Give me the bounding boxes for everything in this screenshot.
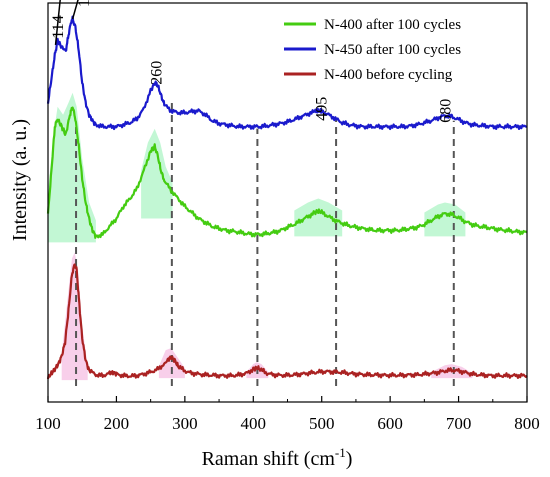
annotation-label-2: 260 <box>149 61 166 85</box>
legend-label-0: N-400 after 100 cycles <box>324 17 461 33</box>
x-axis-label: Raman shift (cm-1) <box>202 445 353 470</box>
x-tick-label-3: 400 <box>241 414 267 433</box>
annotation-arrow-0 <box>54 0 61 45</box>
x-tick-label-5: 600 <box>377 414 403 433</box>
y-axis-label: Intensity (a. u.) <box>9 119 31 241</box>
legend-label-1: N-450 after 100 cycles <box>324 42 461 58</box>
series-line-2 <box>46 263 528 380</box>
plot-frame <box>47 2 528 403</box>
x-tick-label-0: 100 <box>35 414 61 433</box>
shading-region-3 <box>424 202 466 237</box>
shading-region-1 <box>141 128 173 219</box>
annotation-label-0: 114 <box>50 15 67 38</box>
x-tick-label-7: 800 <box>514 414 540 433</box>
axis-ticks: 100 200 300 400 500 600 700 800 <box>35 396 540 433</box>
x-tick-label-4: 500 <box>309 414 335 433</box>
x-tick-label-2: 300 <box>172 414 198 433</box>
x-tick-label-6: 700 <box>446 414 472 433</box>
shading-region-5 <box>158 348 185 379</box>
annotation-label-3: 495 <box>314 97 331 121</box>
series-line-1 <box>46 15 528 131</box>
annotation-label-4: 680 <box>437 99 454 123</box>
shading-region-0 <box>48 92 96 243</box>
annotation-arrow-1 <box>71 0 79 20</box>
peak-annotations: 114 136 260 495 680 <box>50 0 454 123</box>
series-line-0 <box>46 106 528 239</box>
shading-region-4 <box>61 252 88 381</box>
x-tick-label-1: 200 <box>104 414 130 433</box>
peak-guide-lines <box>75 102 455 387</box>
legend-label-2: N-400 before cycling <box>324 67 453 83</box>
series-lines <box>46 15 528 380</box>
legend: N-400 after 100 cycles N-450 after 100 cy… <box>284 17 461 83</box>
annotation-label-1: 136 <box>76 0 93 7</box>
shading-region-2 <box>294 198 343 237</box>
